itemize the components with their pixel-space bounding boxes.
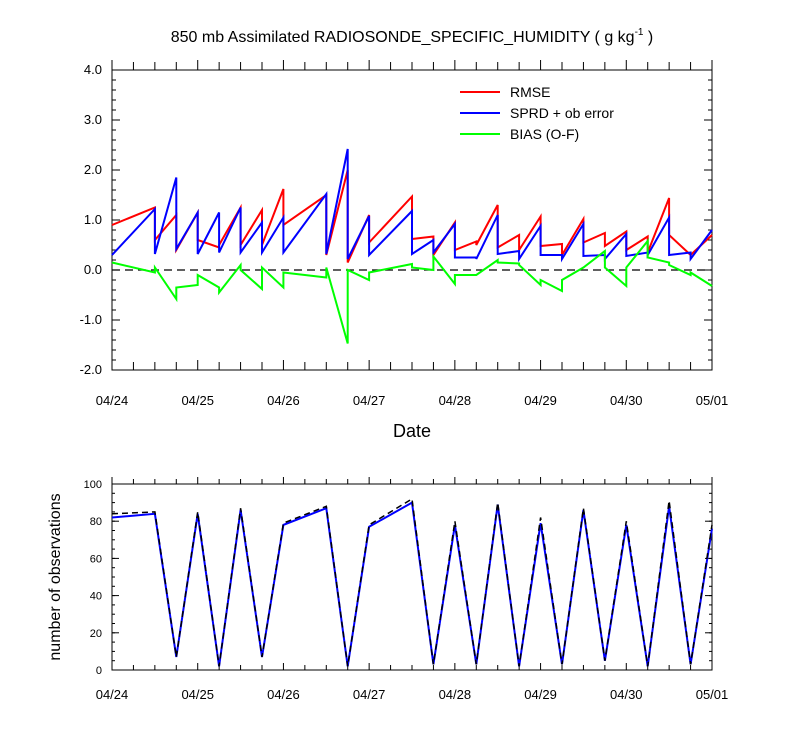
top-y-tick-label: -1.0 (80, 312, 102, 327)
bottom-x-tick-label: 04/27 (353, 687, 386, 702)
obs-possible-dashed-line (111, 497, 713, 667)
x-axis-label: Date (393, 421, 431, 441)
top-x-tick-label: 04/24 (96, 393, 129, 408)
top-y-tick-label: 1.0 (84, 212, 102, 227)
top-y-tick-label: 3.0 (84, 112, 102, 127)
top-x-tick-label: 04/30 (610, 393, 643, 408)
top-axis-ticks: 4.0 3.0 2.0 1.0 0.0 -1.0 -2.0 04/24 04/25 04/26 04… (80, 60, 729, 408)
bottom-axis-ticks: 100 80 60 40 20 0 04/24 04/25 04/26 04/27 04/28 04/… (84, 477, 729, 702)
bottom-x-tick-label: 04/24 (96, 687, 129, 702)
obs-assimilated-line (111, 501, 713, 667)
legend-label-bias: BIAS (O-F) (510, 126, 579, 142)
bias-series-line (111, 238, 713, 344)
top-y-tick-label: 2.0 (84, 162, 102, 177)
bottom-y-tick-label: 80 (90, 516, 102, 528)
bottom-x-tick-label: 04/25 (181, 687, 214, 702)
bottom-series-group (111, 497, 713, 667)
chart-title: 850 mb Assimilated RADIOSONDE_SPECIFIC_H… (171, 27, 654, 46)
top-y-tick-label: -2.0 (80, 362, 102, 377)
bottom-y-tick-label: 40 (90, 591, 102, 603)
bottom-x-tick-label: 04/30 (610, 687, 643, 702)
bottom-y-tick-label: 20 (90, 628, 102, 640)
bottom-y-tick-label: 100 (84, 479, 102, 491)
bottom-x-tick-label: 04/28 (439, 687, 472, 702)
bottom-x-tick-label: 05/01 (696, 687, 729, 702)
sprd-series-line (111, 148, 713, 263)
bottom-x-tick-label: 04/26 (267, 687, 300, 702)
bottom-plot-frame (111, 483, 713, 671)
top-x-tick-label: 04/27 (353, 393, 386, 408)
legend-label-rmse: RMSE (510, 84, 550, 100)
top-x-tick-label: 04/29 (524, 393, 557, 408)
top-series-group (111, 148, 713, 344)
top-x-tick-label: 05/01 (696, 393, 729, 408)
bottom-y-tick-label: 0 (96, 665, 102, 677)
top-y-tick-label: 0.0 (84, 262, 102, 277)
legend: RMSE SPRD + ob error BIAS (O-F) (460, 84, 614, 142)
top-x-tick-label: 04/25 (181, 393, 214, 408)
bottom-y-tick-label: 60 (90, 553, 102, 565)
bottom-y-axis-label: number of observations (47, 493, 64, 660)
top-y-tick-label: 4.0 (84, 62, 102, 77)
top-x-tick-label: 04/28 (439, 393, 472, 408)
legend-label-sprd: SPRD + ob error (510, 105, 614, 121)
bottom-x-tick-label: 04/29 (524, 687, 557, 702)
top-x-tick-label: 04/26 (267, 393, 300, 408)
